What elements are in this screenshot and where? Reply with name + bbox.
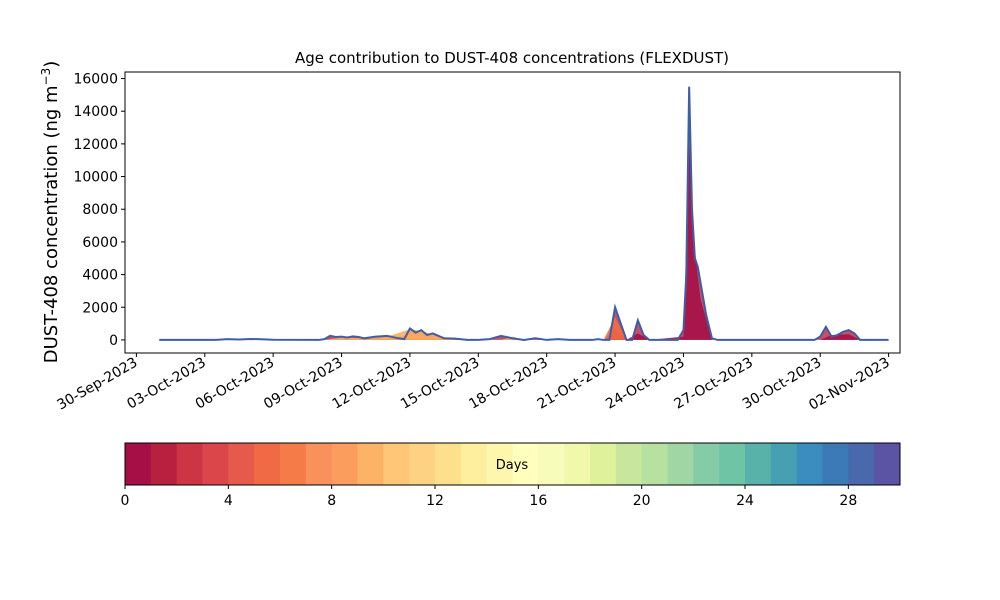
- colorbar-segment: [150, 443, 178, 485]
- y-tick-label: 10000: [73, 170, 118, 186]
- colorbar-segment: [538, 443, 565, 485]
- y-axis-label: DUST-408 concentration (ng m−3): [39, 61, 62, 364]
- colorbar-segment: [822, 443, 849, 485]
- colorbar-segment: [357, 443, 384, 485]
- total-area-fill: [159, 86, 889, 340]
- colorbar-tick-label: 12: [426, 493, 444, 509]
- colorbar-segment: [796, 443, 823, 485]
- colorbar-tick-label: 16: [529, 493, 547, 509]
- colorbar-segment: [590, 443, 617, 485]
- colorbar-tick-label: 24: [736, 493, 754, 509]
- colorbar-segment: [512, 443, 539, 485]
- colorbar-segment: [331, 443, 358, 485]
- colorbar-segment: [435, 443, 462, 485]
- y-axis-label-unit-exponent: −3: [39, 68, 53, 86]
- colorbar-segment: [228, 443, 255, 485]
- colorbar-segment: [770, 443, 798, 485]
- colorbar-segment: [745, 443, 772, 485]
- y-tick-label: 2000: [82, 300, 118, 316]
- y-tick-label: 8000: [82, 202, 118, 218]
- colorbar-tick-label: 28: [839, 493, 857, 509]
- y-tick-label: 12000: [73, 137, 118, 153]
- colorbar-segment: [615, 443, 643, 485]
- colorbar-segment: [667, 443, 694, 485]
- y-tick-label: 16000: [73, 72, 118, 88]
- chart-title: Age contribution to DUST-408 concentrati…: [295, 49, 729, 67]
- colorbar-tick-label: 20: [633, 493, 651, 509]
- plot-frame: [124, 71, 901, 354]
- colorbar-segment: [125, 443, 152, 485]
- colorbar-label: Days: [496, 458, 529, 473]
- y-tick-label: 6000: [82, 235, 118, 251]
- colorbar-frame: [124, 442, 901, 486]
- colorbar-segment: [254, 443, 281, 485]
- age-colorbar: 0 4 8 12 16 20 24 28: [121, 442, 901, 509]
- colorbar-segment: [564, 443, 591, 485]
- colorbar-tick-label: 8: [327, 493, 336, 509]
- colorbar-segment: [176, 443, 203, 485]
- age-area-recent: [603, 143, 861, 340]
- y-tick-label: 4000: [82, 268, 118, 284]
- colorbar-segment: [693, 443, 720, 485]
- colorbar-segment: [305, 443, 333, 485]
- age-area-older: [324, 329, 524, 340]
- age-contribution-areas: [159, 86, 889, 341]
- colorbar-tick-label: 4: [224, 493, 233, 509]
- colorbar-segment: [641, 443, 668, 485]
- y-tick-label: 0: [109, 333, 118, 349]
- y-axis-label-close: ): [41, 61, 62, 68]
- colorbar-segment: [383, 443, 410, 485]
- colorbar-segment: [460, 443, 488, 485]
- y-axis-ticks: 0 2000 4000 6000 8000 10000 12000 14000 16000: [73, 72, 125, 349]
- colorbar-segment: [848, 443, 875, 485]
- colorbar-segment: [874, 443, 901, 485]
- y-axis-label-text: DUST-408 concentration (ng m: [41, 85, 62, 363]
- colorbar-segment: [719, 443, 746, 485]
- y-tick-label: 14000: [73, 104, 118, 120]
- colorbar-segment: [409, 443, 436, 485]
- colorbar-segment: [202, 443, 229, 485]
- colorbar-segment: [280, 443, 307, 485]
- x-axis-ticks: 30-Sep-202303-Oct-202306-Oct-202309-Oct-…: [55, 353, 893, 414]
- total-line: [159, 86, 889, 341]
- colorbar-tick-label: 0: [121, 493, 130, 509]
- colorbar-segment: [486, 443, 513, 485]
